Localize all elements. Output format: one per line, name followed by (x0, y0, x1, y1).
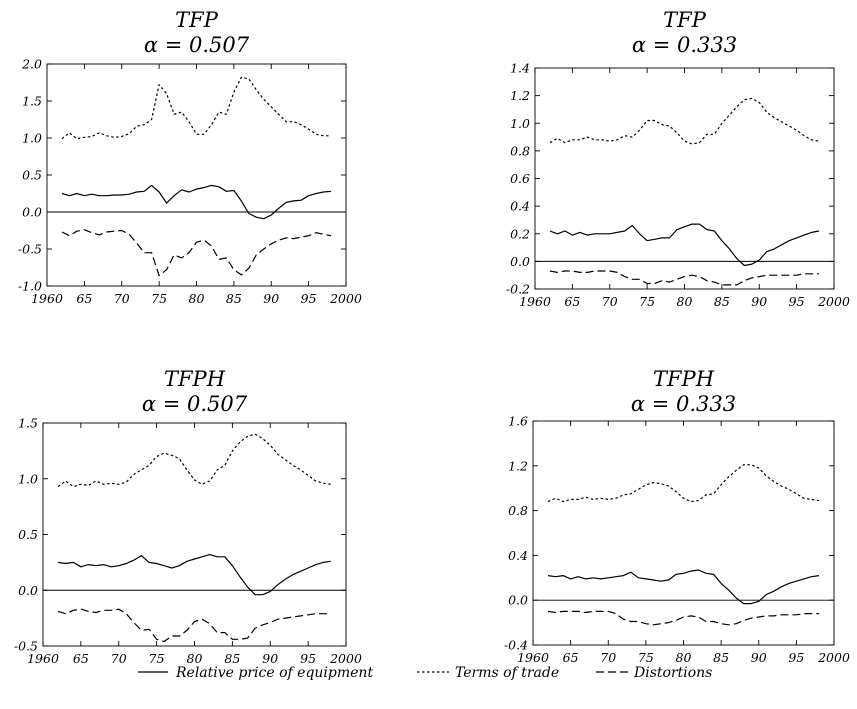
series-line-relative-price-of-equipment (549, 223, 820, 267)
x-tick-label: 1960 (31, 291, 63, 306)
x-tick-label: 1960 (27, 651, 59, 666)
legend-label-distortions: Distortions (633, 665, 712, 681)
x-tick-label: 2000 (817, 650, 850, 665)
y-tick-label: 0.8 (510, 143, 530, 158)
x-tick-label: 1960 (519, 294, 551, 309)
legend-label-equipment: Relative price of equipment (175, 665, 373, 681)
y-tick-label: -1.0 (18, 279, 42, 294)
y-tick-label: 1.2 (510, 88, 530, 103)
x-tick-label: 65 (564, 294, 580, 309)
series-line-relative-price-of-equipment (61, 184, 332, 220)
y-tick-label: 1.4 (510, 61, 530, 76)
plot-frame (534, 67, 835, 290)
x-tick-label: 65 (563, 650, 579, 665)
series-line-terms-of-trade (57, 433, 331, 488)
y-tick-label: 0.8 (508, 503, 528, 518)
x-tick-label: 95 (300, 651, 316, 666)
chart-subtitle: α = 0.507 (144, 33, 250, 57)
x-tick-label: 75 (639, 294, 655, 309)
x-tick-label: 70 (600, 650, 616, 665)
x-tick-label: 65 (76, 291, 92, 306)
x-tick-label: 70 (114, 291, 130, 306)
legend-item-equipment: Relative price of equipment (138, 665, 373, 681)
x-tick-label: 75 (149, 651, 165, 666)
chart-title: TFPH (164, 367, 226, 391)
x-tick-label: 95 (301, 291, 317, 306)
x-tick-label: 75 (638, 650, 654, 665)
x-tick-label: 95 (789, 294, 805, 309)
x-tick-label: 80 (187, 651, 203, 666)
series-line-relative-price-of-equipment (58, 553, 331, 596)
x-tick-label: 70 (111, 651, 127, 666)
chart-subtitle: α = 0.507 (142, 392, 248, 416)
y-tick-label: 1.5 (22, 94, 42, 109)
x-tick-label: 95 (788, 650, 804, 665)
series-line-distortions (547, 610, 819, 626)
series-line-relative-price-of-equipment (547, 569, 820, 605)
series-line-distortions (61, 229, 332, 277)
y-tick-label: 0.5 (22, 168, 42, 183)
y-tick-label: 1.0 (22, 131, 42, 146)
y-tick-label: -0.5 (14, 639, 38, 654)
x-tick-label: 90 (263, 291, 279, 306)
x-tick-label: 85 (714, 294, 730, 309)
x-tick-label: 1960 (517, 650, 549, 665)
y-tick-label: 0.0 (510, 254, 530, 269)
x-tick-label: 2000 (817, 294, 850, 309)
y-tick-label: -0.5 (18, 242, 42, 257)
y-tick-label: 0.2 (510, 226, 530, 241)
x-tick-label: 75 (151, 291, 167, 306)
y-tick-label: 0.4 (508, 548, 528, 563)
x-tick-label: 85 (226, 291, 242, 306)
x-tick-label: 80 (677, 294, 693, 309)
legend-label-terms-of-trade: Terms of trade (455, 665, 559, 681)
x-tick-label: 80 (189, 291, 205, 306)
x-tick-label: 90 (751, 650, 767, 665)
y-tick-label: 1.6 (508, 414, 528, 429)
y-tick-label: 1.5 (18, 416, 38, 431)
series-line-terms-of-trade (61, 76, 332, 140)
legend: Relative price of equipment Terms of tra… (138, 665, 712, 681)
legend-item-terms-of-trade: Terms of trade (417, 665, 559, 681)
x-tick-label: 65 (73, 651, 89, 666)
y-tick-label: 0.0 (22, 205, 42, 220)
series-line-terms-of-trade (549, 97, 820, 145)
chart-subtitle: α = 0.333 (632, 33, 737, 57)
x-tick-label: 70 (602, 294, 618, 309)
x-tick-label: 80 (676, 650, 692, 665)
x-tick-label: 2000 (329, 291, 362, 306)
x-tick-label: 85 (224, 651, 240, 666)
series-line-distortions (57, 608, 331, 643)
series-line-distortions (549, 270, 819, 286)
chart-title: TFP (663, 8, 707, 32)
chart-title: TFP (175, 8, 219, 32)
x-tick-label: 90 (262, 651, 278, 666)
legend-item-distortions: Distortions (596, 665, 712, 681)
y-tick-label: 1.2 (508, 458, 528, 473)
y-tick-label: 1.0 (18, 471, 38, 486)
y-tick-label: 2.0 (21, 57, 42, 72)
y-tick-label: 1.0 (510, 116, 530, 131)
x-tick-label: 2000 (329, 651, 362, 666)
x-tick-label: 85 (713, 650, 729, 665)
y-tick-label: -0.4 (504, 638, 528, 653)
y-tick-label: 0.6 (510, 171, 530, 186)
y-tick-label: -0.2 (506, 282, 530, 297)
plot-frame (46, 63, 347, 287)
y-tick-label: 0.0 (18, 583, 38, 598)
plot-frame (42, 422, 347, 647)
y-tick-label: 0.0 (508, 593, 528, 608)
chart-title: TFPH (653, 367, 715, 391)
chart-subtitle: α = 0.333 (631, 392, 736, 416)
x-tick-label: 90 (751, 294, 767, 309)
series-line-terms-of-trade (547, 464, 820, 503)
y-tick-label: 0.4 (510, 199, 530, 214)
y-tick-label: 0.5 (18, 527, 38, 542)
